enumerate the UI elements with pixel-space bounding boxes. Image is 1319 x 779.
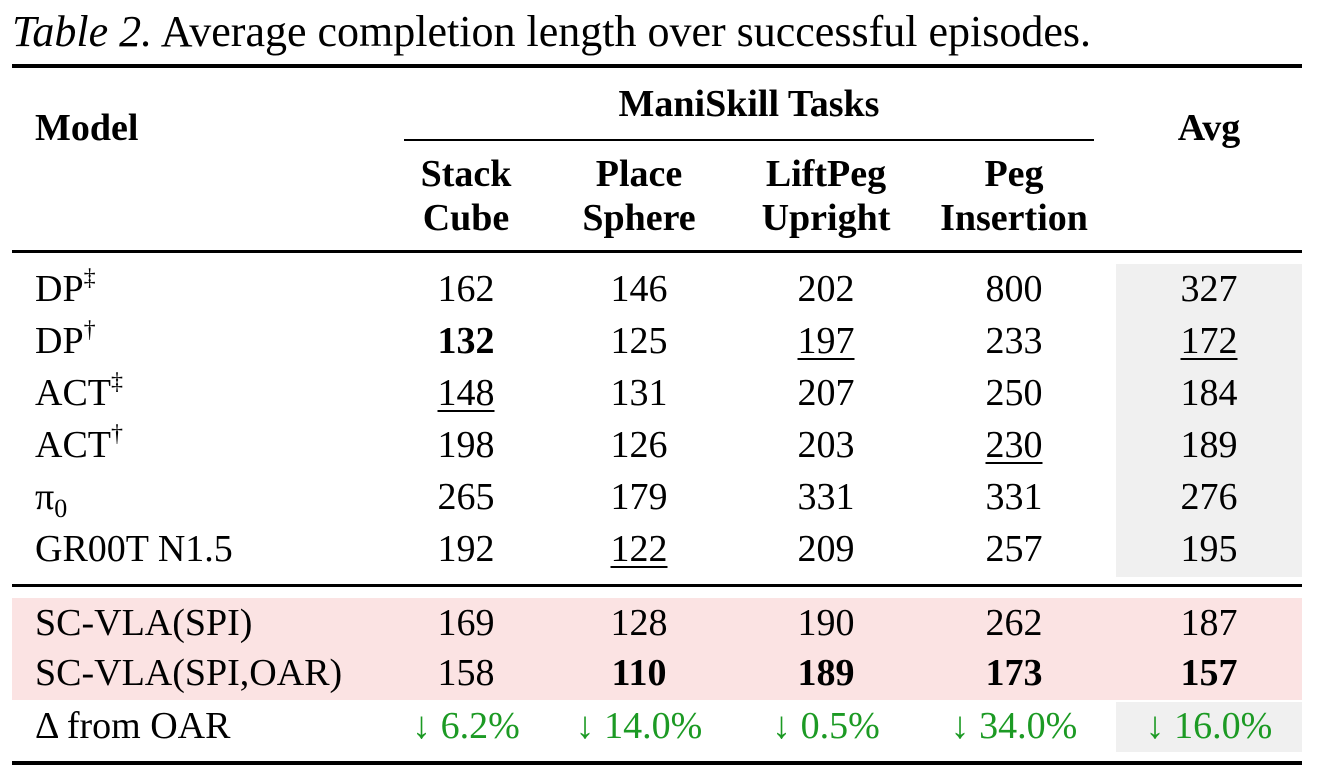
- ours-rows-highlight: [12, 598, 1302, 700]
- avg-column-shade: [1116, 264, 1302, 577]
- section-rule: [12, 584, 1302, 587]
- delta-cell: ↓ 14.0%: [575, 705, 703, 747]
- delta-cell-avg: ↓ 16.0%: [1145, 705, 1273, 747]
- table-cell: 331: [797, 476, 855, 518]
- table-row-sc-vla-spi: SC-VLA(SPI) 169 128 190 262 187: [0, 597, 1319, 649]
- table-cell-avg: 327: [1180, 268, 1238, 310]
- model-name-text: ACT: [35, 372, 111, 414]
- table-cell: 198: [437, 424, 495, 466]
- table-cell-avg-second: 172: [1180, 320, 1238, 362]
- caption-text: Average completion length over successfu…: [152, 7, 1091, 56]
- table-cell: 128: [610, 602, 668, 644]
- table-row-gr00t: GR00T N1.5 192 122 209 257 195: [0, 523, 1319, 575]
- header-rule: [12, 250, 1302, 253]
- model-mark: ‡: [111, 369, 123, 395]
- delta-cell: ↓ 6.2%: [412, 705, 520, 747]
- header-task-stack-cube: Stack Cube: [404, 152, 528, 240]
- table-cell-avg: 184: [1180, 372, 1238, 414]
- table-cell: 179: [610, 476, 668, 518]
- table-cell: 158: [437, 652, 495, 694]
- header-line: Sphere: [582, 197, 696, 239]
- table-cell: 209: [797, 528, 855, 570]
- table-cell: 233: [985, 320, 1043, 362]
- table-cell: 190: [797, 602, 855, 644]
- header-line: Place: [595, 153, 683, 195]
- header-line: Insertion: [940, 197, 1088, 239]
- group-underline: [404, 139, 1094, 141]
- table-cell-avg: 276: [1180, 476, 1238, 518]
- header-task-peg-insertion: Peg Insertion: [930, 152, 1098, 240]
- table-row-dp-ddagger: DP‡ 162 146 202 800 327: [0, 263, 1319, 315]
- table-cell: 800: [985, 268, 1043, 310]
- caption-label: Table 2.: [12, 7, 153, 56]
- row-model-name: ACT†: [35, 419, 123, 476]
- model-name-text: π: [35, 476, 55, 518]
- delta-cell: ↓ 0.5%: [772, 705, 880, 747]
- header-line: Stack: [420, 153, 512, 195]
- table-cell: 125: [610, 320, 668, 362]
- table-row-act-ddagger: ACT‡ 148 131 207 250 184: [0, 367, 1319, 419]
- delta-cell: ↓ 34.0%: [950, 705, 1078, 747]
- table-cell: 250: [985, 372, 1043, 414]
- model-subscript: 0: [54, 494, 68, 523]
- table-cell-best: 189: [797, 652, 855, 694]
- row-model-name: GR00T N1.5: [35, 528, 233, 570]
- row-model-name: SC-VLA(SPI): [35, 602, 253, 644]
- bottom-rule: [12, 761, 1302, 765]
- model-name-text: ACT: [35, 424, 111, 466]
- table-cell-best: 173: [985, 652, 1043, 694]
- row-model-name: DP‡: [35, 263, 96, 320]
- table-cell: 207: [797, 372, 855, 414]
- table-cell: 169: [437, 602, 495, 644]
- table-caption: Table 2. Average completion length over …: [12, 6, 1091, 58]
- row-model-name: π0: [35, 471, 67, 527]
- table-cell-second: 122: [610, 528, 668, 570]
- table-row-sc-vla-spi-oar: SC-VLA(SPI,OAR) 158 110 189 173 157: [0, 647, 1319, 699]
- table-cell: 331: [985, 476, 1043, 518]
- table-cell: 262: [985, 602, 1043, 644]
- table-cell: 146: [610, 268, 668, 310]
- table-row-act-dagger: ACT† 198 126 203 230 189: [0, 419, 1319, 471]
- table-cell: 203: [797, 424, 855, 466]
- table-cell: 265: [437, 476, 495, 518]
- table-row-dp-dagger: DP† 132 125 197 233 172: [0, 315, 1319, 367]
- table-cell: 126: [610, 424, 668, 466]
- header-line: Peg: [984, 153, 1044, 195]
- table-cell-best: 110: [611, 652, 667, 694]
- delta-avg-shade: [1116, 702, 1302, 752]
- model-mark: †: [111, 421, 123, 447]
- table-row-delta: Δ from OAR ↓ 6.2% ↓ 14.0% ↓ 0.5% ↓ 34.0%…: [0, 700, 1319, 752]
- model-mark: ‡: [83, 265, 96, 291]
- table-cell-avg: 195: [1180, 528, 1238, 570]
- header-line: Upright: [761, 197, 891, 239]
- header-line: Cube: [422, 197, 510, 239]
- model-name-text: DP: [35, 268, 84, 310]
- header-task-liftpeg-upright: LiftPeg Upright: [748, 152, 904, 240]
- table-cell-avg: 187: [1180, 602, 1238, 644]
- table-cell: 202: [797, 268, 855, 310]
- table-row-pi0: π0 265 179 331 331 276: [0, 471, 1319, 523]
- table-cell-second: 148: [437, 372, 495, 414]
- table-cell: 131: [610, 372, 668, 414]
- row-model-name: SC-VLA(SPI,OAR): [35, 652, 343, 694]
- table-cell-second: 197: [797, 320, 855, 362]
- header-line: LiftPeg: [765, 153, 887, 195]
- row-model-name: DP†: [35, 315, 96, 372]
- table-cell-best: 132: [437, 320, 495, 362]
- model-name-text: DP: [35, 320, 84, 362]
- row-model-name: Δ from OAR: [35, 705, 231, 747]
- table-cell-second: 230: [985, 424, 1043, 466]
- header-model: Model: [35, 107, 139, 149]
- table-cell-avg-best: 157: [1180, 652, 1238, 694]
- table-cell: 257: [985, 528, 1043, 570]
- row-model-name: ACT‡: [35, 367, 123, 424]
- table-cell: 192: [437, 528, 495, 570]
- top-rule: [12, 64, 1302, 68]
- header-task-place-sphere: Place Sphere: [558, 152, 720, 240]
- header-maniskill-tasks: ManiSkill Tasks: [618, 83, 880, 125]
- table-cell: 162: [437, 268, 495, 310]
- table-cell-avg: 189: [1180, 424, 1238, 466]
- header-avg: Avg: [1177, 107, 1241, 149]
- model-mark: †: [83, 317, 96, 343]
